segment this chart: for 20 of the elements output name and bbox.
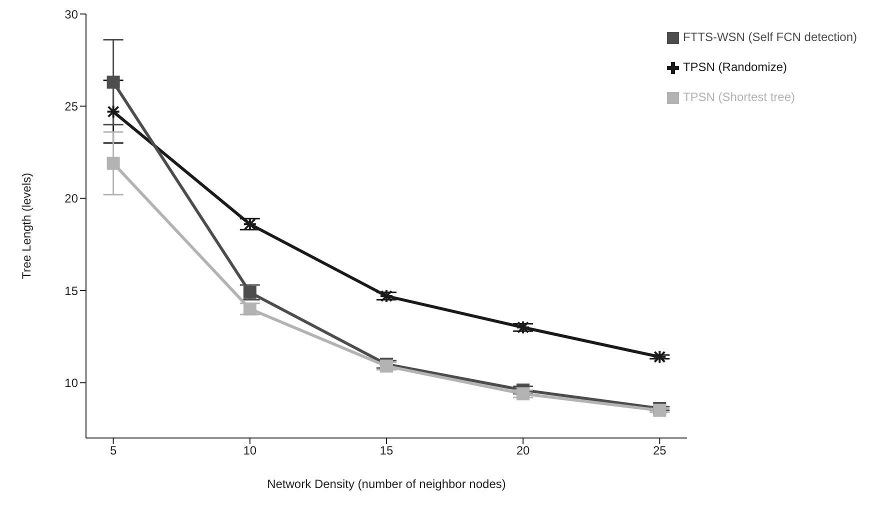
y-tick-label: 30 xyxy=(64,7,78,22)
point xyxy=(106,76,120,89)
x-axis-title: Network Density (number of neighbor nodes) xyxy=(267,477,506,491)
y-tick-label: 15 xyxy=(64,284,78,298)
point xyxy=(243,302,256,316)
legend-label: TPSN (Shortest tree) xyxy=(682,90,795,104)
point xyxy=(516,387,530,400)
x-tick-label: 15 xyxy=(380,444,394,458)
x-tick-label: 10 xyxy=(243,444,257,458)
x-tick-label: 5 xyxy=(110,444,117,458)
legend-label: TPSN (Randomize) xyxy=(682,60,787,74)
x-tick-label: 25 xyxy=(652,444,667,458)
y-tick-label: 20 xyxy=(64,192,78,206)
y-tick-label: 25 xyxy=(64,99,78,114)
y-tick-label: 10 xyxy=(64,376,78,390)
point xyxy=(243,286,256,299)
point xyxy=(106,156,120,170)
legend-label: FTTS-WSN (Self FCN detection) xyxy=(682,30,857,44)
x-tick-label: 20 xyxy=(516,444,530,458)
y-axis-title: Tree Length (levels) xyxy=(19,172,34,280)
